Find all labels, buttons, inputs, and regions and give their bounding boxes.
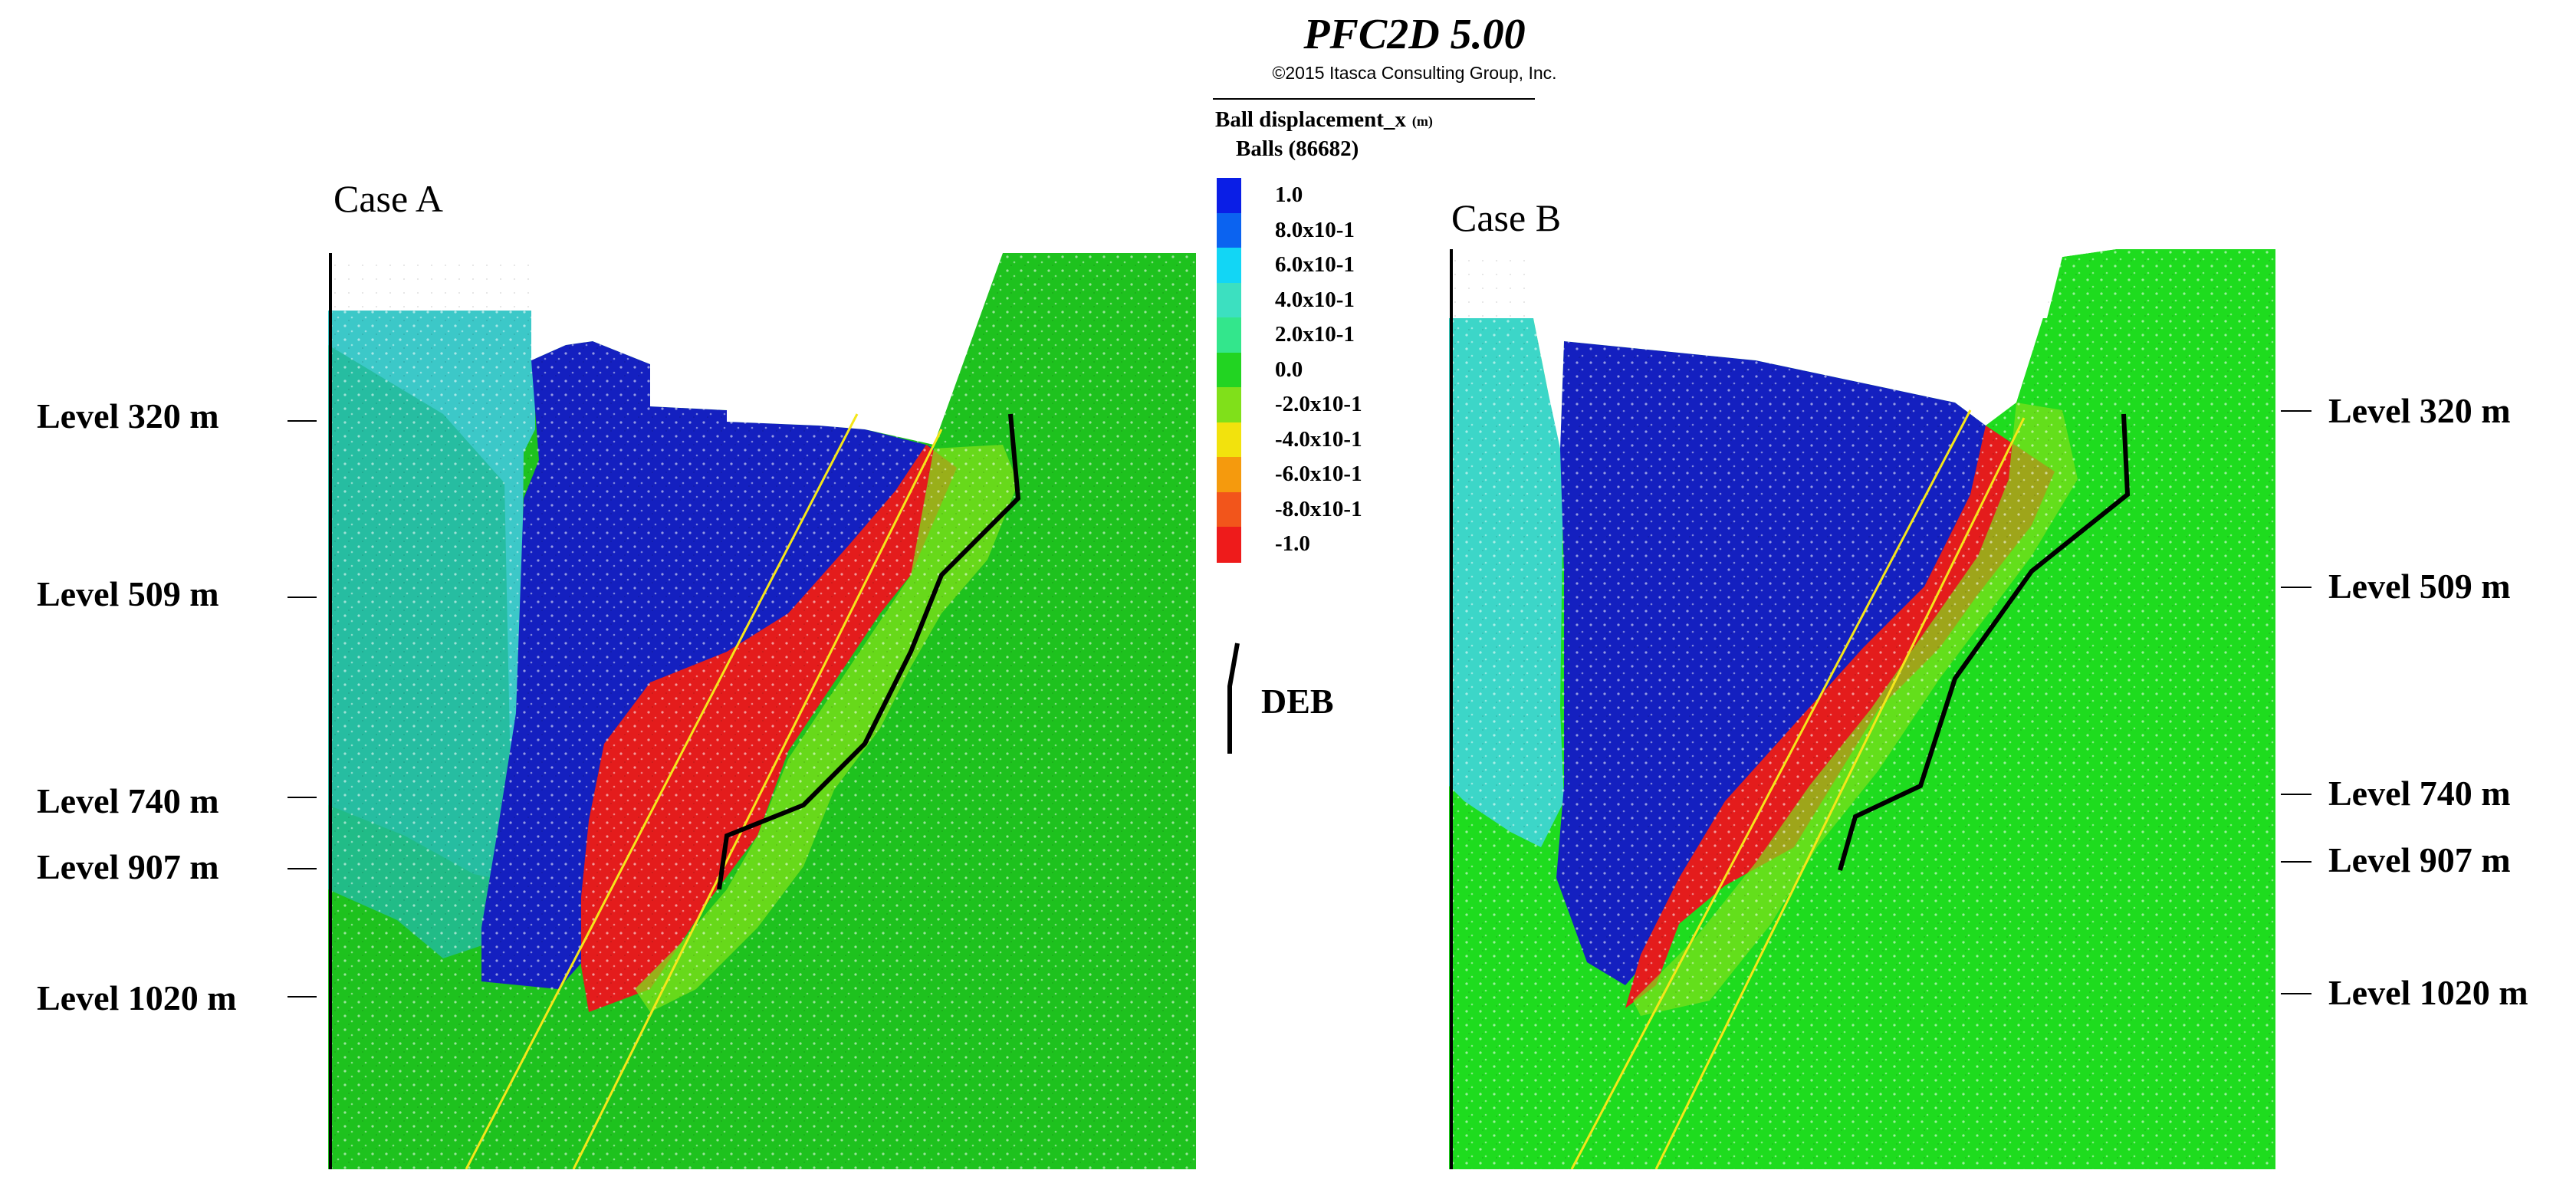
copyright-text: ©2015 Itasca Consulting Group, Inc. bbox=[1272, 63, 1557, 83]
legend-swatch bbox=[1217, 282, 1241, 318]
deb-legend-symbol bbox=[1227, 643, 1240, 754]
level-right-320-tick bbox=[2281, 410, 2312, 412]
case-b-label: Case B bbox=[1451, 196, 1562, 239]
level-left-907: Level 907 m bbox=[37, 847, 219, 886]
legend-label: 4.0x10-1 bbox=[1275, 287, 1355, 312]
legend-label: 8.0x10-1 bbox=[1275, 217, 1355, 242]
level-left-740-tick bbox=[288, 797, 317, 798]
legend-swatch bbox=[1217, 212, 1241, 248]
legend-swatch bbox=[1217, 248, 1241, 284]
level-left-509-tick bbox=[288, 597, 317, 598]
fault-line-a1 bbox=[465, 413, 859, 1169]
legend-swatch bbox=[1217, 491, 1241, 528]
level-right-509: Level 509 m bbox=[2328, 567, 2511, 606]
case-b-model bbox=[1449, 249, 2275, 1169]
legend-swatch bbox=[1217, 457, 1241, 493]
case-a-model bbox=[328, 253, 1196, 1169]
fault-line-b2 bbox=[1654, 417, 2026, 1169]
level-right-509-tick bbox=[2281, 587, 2312, 588]
legend-swatch bbox=[1217, 422, 1241, 458]
level-left-907-tick bbox=[288, 868, 317, 869]
level-left-1020: Level 1020 m bbox=[37, 978, 237, 1017]
legend-label: 0.0 bbox=[1275, 357, 1303, 382]
legend-swatch bbox=[1217, 527, 1241, 563]
void-area bbox=[531, 253, 1196, 445]
level-right-907-tick bbox=[2281, 861, 2312, 863]
legend-label: -8.0x10-1 bbox=[1275, 496, 1362, 521]
legend-subtitle: Balls (86682) bbox=[1236, 136, 1359, 161]
case-a-label: Case A bbox=[334, 177, 444, 220]
level-right-740: Level 740 m bbox=[2328, 774, 2511, 813]
level-right-907: Level 907 m bbox=[2328, 840, 2511, 879]
fault-line-b1 bbox=[1570, 409, 1972, 1169]
level-right-740-tick bbox=[2281, 794, 2312, 795]
level-left-320-tick bbox=[288, 420, 317, 422]
level-right-1020-tick bbox=[2281, 993, 2312, 994]
level-left-1020-tick bbox=[288, 996, 317, 998]
deb-line-a bbox=[717, 413, 1021, 890]
legend-unit: (m) bbox=[1411, 113, 1433, 129]
level-right-1020: Level 1020 m bbox=[2328, 973, 2528, 1012]
fault-line-a2 bbox=[572, 429, 943, 1169]
app-title: PFC2D 5.00 bbox=[1303, 11, 1526, 58]
legend-label: 2.0x10-1 bbox=[1275, 322, 1355, 347]
void-area bbox=[1526, 249, 2116, 449]
level-left-740: Level 740 m bbox=[37, 781, 219, 820]
legend-swatch bbox=[1217, 352, 1241, 388]
legend-title-text: Ball displacement_x bbox=[1215, 107, 1406, 132]
legend-label: 6.0x10-1 bbox=[1275, 252, 1355, 277]
header-divider bbox=[1213, 98, 1535, 100]
legend-swatch bbox=[1217, 387, 1241, 423]
deb-legend-label: DEB bbox=[1261, 682, 1334, 721]
legend-label: -1.0 bbox=[1275, 531, 1310, 556]
level-left-320: Level 320 m bbox=[37, 396, 219, 436]
legend-label: -2.0x10-1 bbox=[1275, 392, 1362, 416]
legend-title: Ball displacement_x (m) bbox=[1215, 107, 1433, 133]
legend-label: -6.0x10-1 bbox=[1275, 462, 1362, 486]
legend-swatch bbox=[1217, 317, 1241, 353]
level-right-320: Level 320 m bbox=[2328, 391, 2511, 430]
legend-label: 1.0 bbox=[1275, 182, 1303, 207]
level-left-509: Level 509 m bbox=[37, 574, 219, 613]
deb-line-b bbox=[1838, 413, 2131, 871]
legend-swatch bbox=[1217, 178, 1241, 214]
legend-label: -4.0x10-1 bbox=[1275, 426, 1362, 452]
